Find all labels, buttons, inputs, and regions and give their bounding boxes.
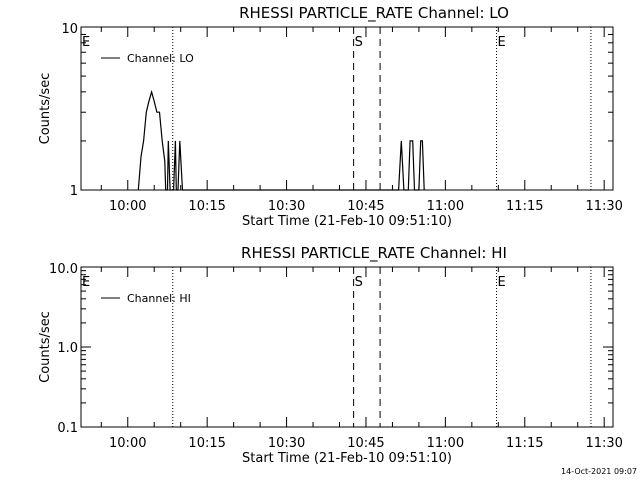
x-tick-label: 11:00 [427, 436, 464, 451]
x-tick-label: 10:15 [188, 199, 225, 214]
event-marker-e: E [82, 275, 90, 290]
x-tick-label: 11:15 [506, 199, 543, 214]
x-tick-label: 10:45 [347, 436, 384, 451]
series-line [137, 89, 425, 191]
y-tick-label: 10 [61, 22, 78, 37]
y-axis-label: Counts/sec [38, 311, 53, 383]
x-tick-label: 10:45 [347, 199, 384, 214]
event-marker-s: S [355, 35, 363, 50]
x-tick-label: 10:00 [109, 436, 146, 451]
y-tick-label: 10.0 [49, 262, 78, 277]
y-tick-label: 1 [70, 184, 78, 199]
event-marker-e: E [82, 35, 90, 50]
legend-label: Channel: LO [127, 52, 194, 65]
x-tick-label: 10:15 [188, 436, 225, 451]
event-marker-e: E [498, 275, 506, 290]
y-tick-label: 0.1 [57, 421, 78, 436]
y-axis-label: Counts/sec [38, 73, 53, 145]
y-tick-label: 1.0 [57, 341, 78, 356]
x-tick-label: 11:15 [506, 436, 543, 451]
x-axis-label: Start Time (21-Feb-10 09:51:10) [242, 451, 452, 466]
plot-timestamp: 14-Oct-2021 09:07 [561, 467, 637, 476]
chart-title: RHESSI PARTICLE_RATE Channel: LO [239, 4, 509, 23]
x-tick-label: 10:30 [268, 199, 305, 214]
event-marker-e: E [498, 35, 506, 50]
x-axis-label: Start Time (21-Feb-10 09:51:10) [242, 214, 452, 229]
x-tick-label: 11:30 [585, 199, 622, 214]
x-tick-label: 10:00 [109, 199, 146, 214]
event-marker-s: S [355, 275, 363, 290]
x-tick-label: 11:00 [427, 199, 464, 214]
legend-label: Channel: HI [127, 292, 191, 305]
x-tick-label: 11:30 [585, 436, 622, 451]
x-tick-label: 10:30 [268, 436, 305, 451]
chart-title: RHESSI PARTICLE_RATE Channel: HI [241, 244, 507, 263]
plot-frame [80, 266, 614, 428]
